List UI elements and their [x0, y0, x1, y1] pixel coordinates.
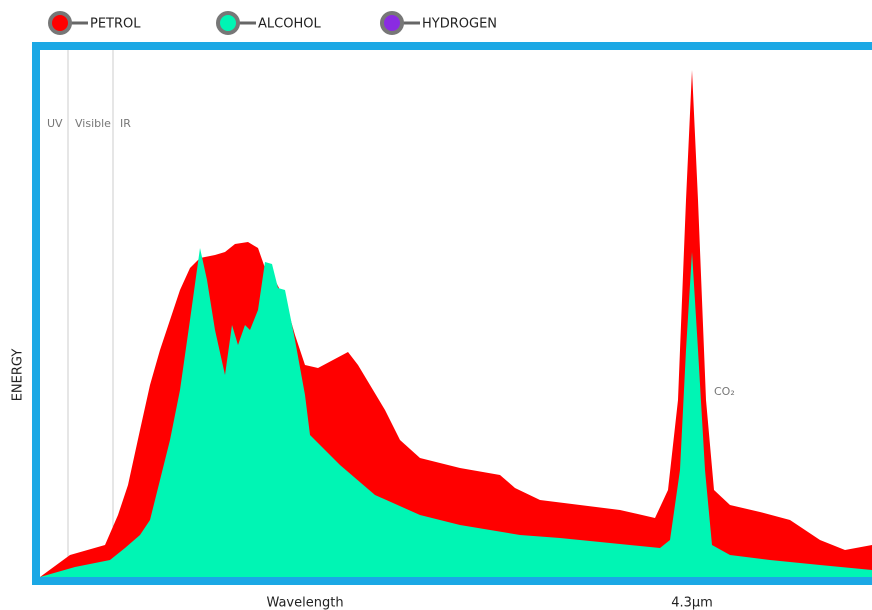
legend-swatch	[48, 11, 72, 35]
annotation: CO₂	[714, 385, 735, 398]
legend-label: ALCOHOL	[258, 17, 321, 32]
legend-item: ALCOHOL	[216, 11, 321, 35]
region-label: IR	[120, 117, 131, 130]
plot-frame	[32, 42, 872, 585]
legend-label: PETROL	[90, 17, 141, 32]
y-axis-label: ENERGY	[11, 349, 26, 402]
region-label: Visible	[75, 117, 111, 130]
region-label: UV	[47, 117, 63, 130]
legend-label: HYDROGEN	[422, 17, 497, 32]
x-tick-label: 4.3μm	[671, 596, 713, 610]
area	[40, 248, 872, 577]
legend-swatch	[216, 11, 240, 35]
legend-item: PETROL	[48, 11, 141, 35]
x-axis-label: Wavelength	[266, 596, 343, 610]
legend-item: HYDROGEN	[380, 11, 497, 35]
legend-swatch	[380, 11, 404, 35]
